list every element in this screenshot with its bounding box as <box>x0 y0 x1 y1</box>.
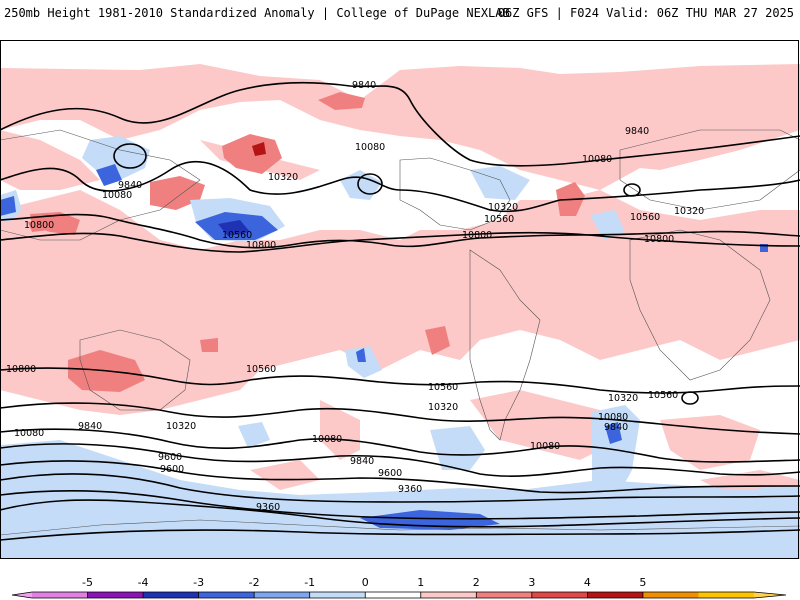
contour-label: 10560 <box>246 364 276 375</box>
colorbar-tick-label: 4 <box>584 576 591 589</box>
contour-label: 10080 <box>102 190 132 201</box>
colorbar-tick-label: 5 <box>639 576 646 589</box>
colorbar-arrow-right <box>754 592 786 598</box>
colorbar-segment <box>254 592 311 598</box>
contour-label: 9840 <box>625 126 649 137</box>
contour-label: 9600 <box>158 452 182 463</box>
colorbar-segment <box>309 592 366 598</box>
contour-label: 10320 <box>166 421 196 432</box>
model-run-info: 06Z GFS | F024 Valid: 06Z THU MAR 27 202… <box>497 6 794 20</box>
contour-label: 10320 <box>488 202 518 213</box>
colorbar-tick-label: 0 <box>362 576 369 589</box>
contour-label: 10320 <box>268 172 298 183</box>
contour-label: 10800 <box>462 230 492 241</box>
max-positive-anomaly <box>252 142 266 156</box>
anomaly-map: 9840 9840 9840 10080 10080 10080 10320 1… <box>0 40 800 560</box>
colorbar-tick-label: -2 <box>249 576 260 589</box>
contour-label: 9840 <box>352 80 376 91</box>
contour-label: 10080 <box>14 428 44 439</box>
colorbar-segment <box>587 592 644 598</box>
colorbar-segment <box>32 592 89 598</box>
contour-label: 9600 <box>378 468 402 479</box>
min-negative-anomaly <box>218 220 250 236</box>
contour-label: 10800 <box>246 240 276 251</box>
contour-label: 9840 <box>118 180 142 191</box>
colorbar-tick-label: -5 <box>82 576 93 589</box>
contour-label: 10080 <box>530 441 560 452</box>
contour-label: 10080 <box>355 142 385 153</box>
colorbar-segment <box>365 592 422 598</box>
colorbar-segment <box>698 592 755 598</box>
colorbar-segment <box>642 592 699 598</box>
contour-label: 10560 <box>630 212 660 223</box>
map-frame <box>0 40 799 559</box>
colorbar-tick-label: -3 <box>193 576 204 589</box>
contour-label: 10320 <box>428 402 458 413</box>
colorbar-segment <box>198 592 255 598</box>
colorbar-tick-label: -1 <box>304 576 315 589</box>
contour-label: 9840 <box>604 422 628 433</box>
contour-label: 9360 <box>256 502 280 513</box>
contour-label: 9360 <box>398 484 422 495</box>
colorbar: -5 -4 -3 -2 -1 0 1 2 3 4 5 <box>11 576 787 599</box>
colorbar-outline <box>11 591 787 599</box>
contour-label: 10560 <box>222 230 252 241</box>
coastlines <box>0 129 800 536</box>
contour-label: 10800 <box>24 220 54 231</box>
contour-label: 9840 <box>78 421 102 432</box>
map-title: 250mb Height 1981-2010 Standardized Anom… <box>4 6 510 20</box>
colorbar-tick-label: 1 <box>417 576 424 589</box>
contour-label: 10320 <box>674 206 704 217</box>
contour-label: 10800 <box>6 364 36 375</box>
contour-label: 10560 <box>428 382 458 393</box>
colorbar-segment <box>143 592 200 598</box>
contour-label: 10800 <box>644 234 674 245</box>
colorbar-segment <box>476 592 533 598</box>
colorbar-tick-label: 2 <box>473 576 480 589</box>
height-contours <box>0 81 800 541</box>
contour-label: 10560 <box>648 390 678 401</box>
contour-label: 10080 <box>312 434 342 445</box>
colorbar-segment <box>531 592 588 598</box>
contour-labels: 9840 9840 9840 10080 10080 10080 10320 1… <box>6 80 704 513</box>
colorbar-tick-label: -4 <box>138 576 149 589</box>
contour-label: 10080 <box>582 154 612 165</box>
contour-label: 10320 <box>608 393 638 404</box>
contour-label: 9840 <box>350 456 374 467</box>
contour-label: 10080 <box>598 412 628 423</box>
colorbar-segment <box>87 592 144 598</box>
colorbar-arrow-left <box>12 592 32 598</box>
colorbar-tick-label: 3 <box>528 576 535 589</box>
colorbar-segment <box>420 592 477 598</box>
contour-label: 10560 <box>484 214 514 225</box>
contour-label: 9600 <box>160 464 184 475</box>
